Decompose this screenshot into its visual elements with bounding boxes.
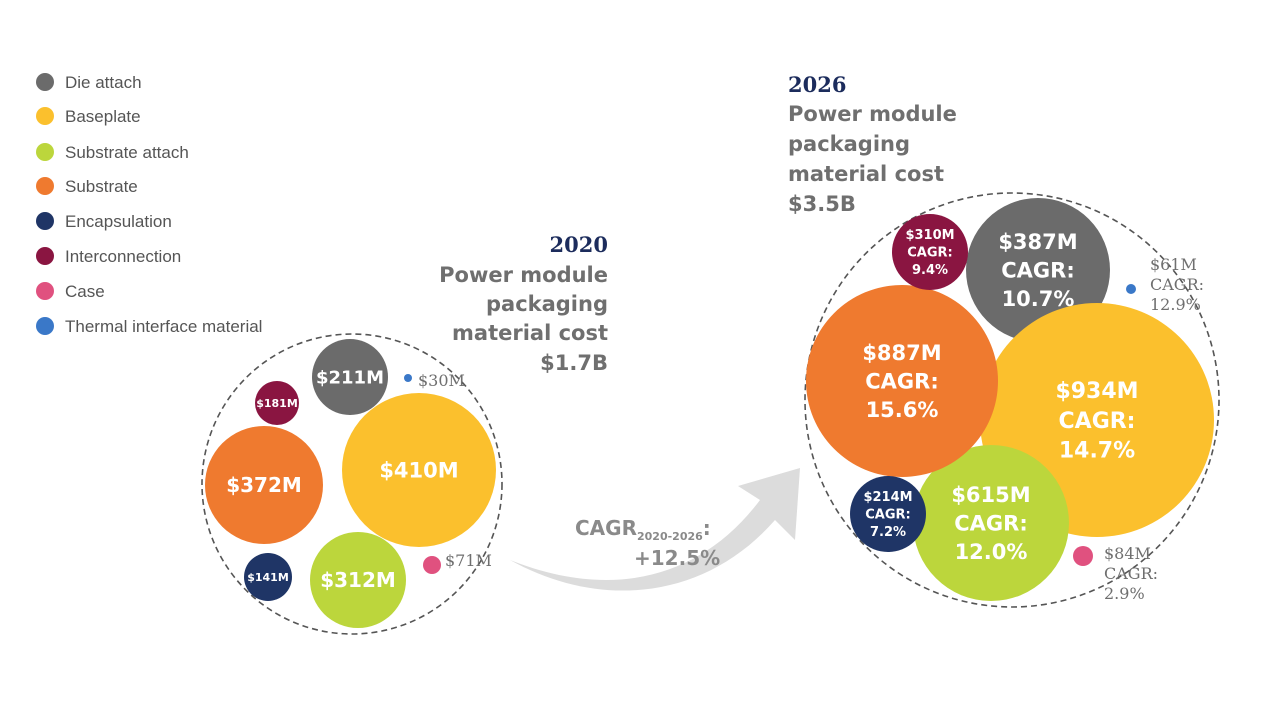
heading-2020: 2020 Power module packaging material cos… [439, 232, 608, 375]
legend-label-interconnection: Interconnection [65, 247, 181, 266]
bubble-2026-case-label-2: 2.9% [1104, 584, 1145, 603]
legend-label-baseplate: Baseplate [65, 107, 141, 126]
heading-2026: 2026 Power module packaging material cos… [788, 72, 957, 216]
cagr-arrow-value: +12.5% [634, 546, 720, 570]
bubble-2026-encapsulation [850, 476, 926, 552]
bubble-2026-substrate-label-1: CAGR: [865, 370, 938, 394]
enclosure-2020 [201, 333, 503, 635]
bubble-2020-substrate [205, 426, 323, 544]
baseplate-legend-icon [36, 107, 54, 125]
bubble-2026-substrate [806, 285, 998, 477]
bubble-2026-baseplate-label-2: 14.7% [1059, 439, 1135, 464]
die-attach-legend-icon [36, 73, 54, 91]
bubble-2026-interconnection-label-1: CAGR: [907, 246, 952, 261]
encapsulation-legend-icon [36, 212, 54, 230]
heading-2020-line3: material cost [452, 321, 608, 345]
bubble-2026-encapsulation-label-2: 7.2% [870, 525, 906, 540]
bubble-2026-baseplate-label-0: $934M [1055, 379, 1138, 404]
growth-arrow: CAGR2020-2026: +12.5% [510, 468, 800, 591]
bubble-2026-thermal-interface-material-label-0: $61M [1150, 255, 1197, 274]
bubble-2026-encapsulation-label-1: CAGR: [865, 508, 910, 523]
bubble-2026-thermal-interface-material [1126, 284, 1136, 294]
bubble-2026-substrate-attach-label-1: CAGR: [954, 512, 1027, 536]
bubble-2020-encapsulation-label-0: $141M [247, 571, 289, 584]
bubble-2020-encapsulation [244, 553, 292, 601]
bubble-2026-substrate-label-0: $887M [862, 341, 941, 365]
thermal-interface-material-legend-icon [36, 317, 54, 335]
bubble-2026-die-attach-label-2: 10.7% [1002, 287, 1075, 311]
bubble-2020-interconnection [255, 381, 299, 425]
bubble-2026-substrate-attach-label-2: 12.0% [955, 540, 1028, 564]
bubble-2026-substrate-label-2: 15.6% [866, 398, 939, 422]
bubble-2026-substrate-attach [913, 445, 1069, 601]
case-legend-icon [36, 282, 54, 300]
legend-label-encapsulation: Encapsulation [65, 212, 172, 231]
bubble-2026-interconnection-label-0: $310M [905, 228, 954, 243]
bubble-2026-thermal-interface-material-label-2: 12.9% [1150, 295, 1201, 314]
bubble-2026-case-label-1: CAGR: [1104, 564, 1158, 583]
cagr-arrow-label: CAGR2020-2026: [575, 516, 711, 543]
bubble-2020-baseplate [342, 393, 496, 547]
bubble-2020-die-attach [312, 339, 388, 415]
enclosure-2026 [804, 192, 1220, 608]
heading-2026-total: $3.5B [788, 192, 856, 216]
substrate-attach-legend-icon [36, 143, 54, 161]
heading-2026-line3: material cost [788, 162, 944, 186]
bubble-2026-substrate-attach-label-0: $615M [951, 483, 1030, 507]
bubble-2020-case-label-0: $71M [445, 551, 492, 570]
bubbles: $211M $410M $312M $372M $141M $181M $71M $30M $3… [205, 198, 1214, 628]
legend-label-die-attach: Die attach [65, 73, 142, 92]
bubble-2026-baseplate-label-1: CAGR: [1059, 409, 1136, 434]
heading-2026-line1: Power module [788, 102, 957, 126]
bubble-2020-substrate-attach-label-0: $312M [320, 568, 396, 592]
bubble-2020-thermal-interface-material-label-0: $30M [418, 371, 465, 390]
interconnection-legend-icon [36, 247, 54, 265]
bubble-2020-die-attach-label-0: $211M [316, 367, 384, 388]
legend: Die attach Baseplate Substrate attach Subst… [36, 73, 262, 336]
bubble-2026-interconnection-label-2: 9.4% [912, 263, 948, 278]
bubble-2026-case [1073, 546, 1093, 566]
legend-label-case: Case [65, 282, 105, 301]
bubble-2020-case [423, 556, 441, 574]
heading-2026-line2: packaging [788, 132, 910, 156]
bubble-2020-interconnection-label-0: $181M [256, 397, 298, 410]
substrate-legend-icon [36, 177, 54, 195]
bubble-2026-case-label-0: $84M [1104, 544, 1151, 563]
bubble-2020-baseplate-label-0: $410M [379, 459, 458, 483]
bubble-2026-die-attach-label-1: CAGR: [1001, 259, 1074, 283]
bubble-2026-thermal-interface-material-label-1: CAGR: [1150, 275, 1204, 294]
legend-label-substrate: Substrate [65, 177, 138, 196]
legend-label-substrate-attach: Substrate attach [65, 143, 189, 162]
legend-label-thermal-interface-material: Thermal interface material [65, 317, 262, 336]
heading-2026-year: 2026 [788, 72, 846, 97]
bubble-2026-die-attach-label-0: $387M [998, 230, 1077, 254]
heading-2020-line2: packaging [486, 292, 608, 316]
bubble-2020-substrate-attach [310, 532, 406, 628]
heading-2020-year: 2020 [550, 232, 608, 257]
heading-2020-total: $1.7B [540, 351, 608, 375]
curved-arrow-icon [510, 468, 800, 591]
bubble-2020-thermal-interface-material [404, 374, 412, 382]
bubble-2026-interconnection [892, 214, 968, 290]
bubble-2026-encapsulation-label-0: $214M [863, 490, 912, 505]
bubble-2020-substrate-label-0: $372M [226, 473, 302, 497]
heading-2020-line1: Power module [439, 263, 608, 287]
